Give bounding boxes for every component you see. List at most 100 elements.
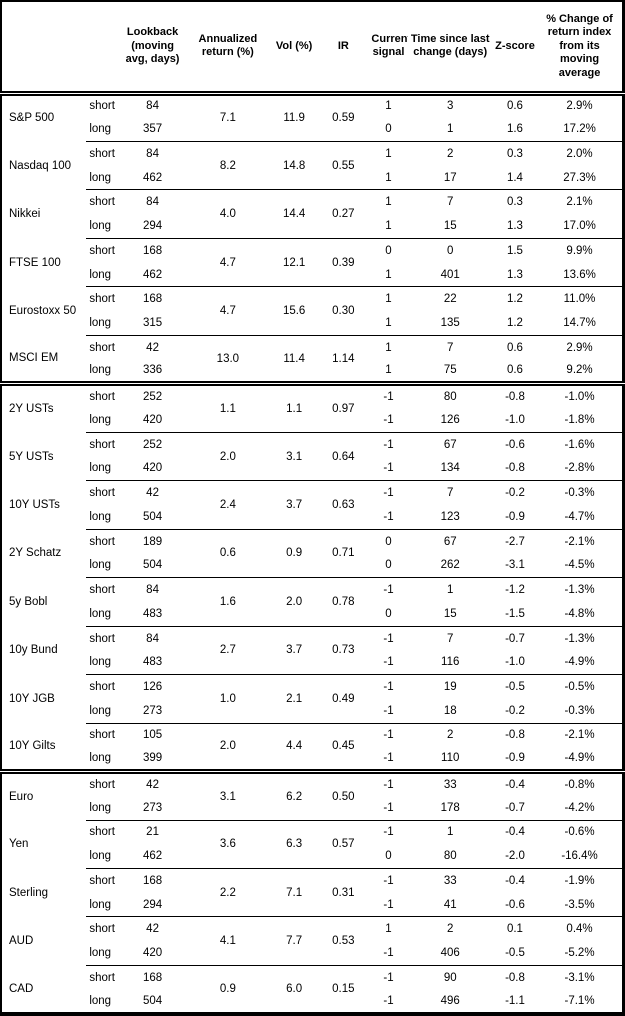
cell-signal-short: 1 [385,147,392,160]
cell-ir: 0.53 [317,916,370,966]
cell-pct-change-short: 11.0% [563,293,596,306]
cell-lookback-long: 294 [120,214,185,239]
cell-annualized-return: 3.1 [184,771,272,821]
cell-vol: 12.1 [271,238,318,288]
cell-zscore-short: -0.5 [505,680,525,693]
instrument-row-long: long 273 -1 178 -0.7 -4.2% [1,795,624,821]
instrument-name: CAD [9,982,34,995]
cell-signal-short: -1 [383,778,394,791]
cell-annualized-return: 2.0 [184,723,272,775]
instrument-name: Euro [9,791,34,804]
cell-signal-long: 1 [369,359,408,387]
cell-ir: 0.64 [317,432,370,482]
cell-zscore-long: -0.7 [492,795,538,821]
instrument-row-long: long 336 1 75 0.6 9.2% [1,359,624,387]
horizon-label-short: short [89,341,115,354]
cell-signal-long: -1 [369,941,408,966]
cell-lookback-long: 462 [120,165,185,191]
cell-pct-change-short: -0.3% [564,487,595,500]
cell-annualized-return: 13.0 [184,335,272,387]
cell-pct-change-short: -0.6% [564,826,595,839]
cell-time-long: 135 [407,311,493,336]
instrument-row-long: long 357 0 1 1.6 17.2% [1,117,624,142]
instrument-name: 2Y Schatz [9,547,62,560]
cell-time-long: 1 [407,117,493,142]
cell-pct-change-short: 9.9% [566,244,593,257]
cell-zscore-short: -1.2 [505,584,525,597]
cell-lookback-long: 483 [120,601,185,627]
cell-pct-change-short: -1.3% [564,632,595,645]
instrument-row-short: 10Y Gilts short 105 2.0 4.4 0.45 -1 2 -0… [1,723,624,775]
cell-time-long: 126 [407,408,493,433]
cell-ir: 0.57 [317,820,370,870]
cell-zscore-short: 0.1 [506,923,523,936]
cell-zscore-short: -0.4 [505,778,525,791]
cell-signal-short: 1 [385,341,392,354]
cell-signal-short: 0 [385,244,392,257]
cell-pct-change-long: -4.8% [537,601,624,627]
cell-zscore-long: -0.8 [492,456,538,482]
cell-time-short: 1 [447,826,454,839]
horizon-label-short: short [89,487,115,500]
cell-time-short: 7 [447,487,454,500]
horizon-label-short: short [89,535,115,548]
instrument-name: MSCI EM [1,335,87,387]
cell-annualized-return: 7.1 [184,93,272,142]
horizon-label-long: long [86,262,121,288]
horizon-label-long: long [86,650,121,676]
cell-lookback-short: 168 [142,874,163,887]
instrument-row-long: long 462 0 80 -2.0 -16.4% [1,844,624,870]
cell-signal-long: 0 [369,553,408,579]
cell-signal-long: 1 [369,311,408,336]
cell-pct-change-short: -0.8% [564,778,595,791]
cell-ir: 0.97 [317,383,370,433]
horizon-label-short: short [89,826,115,839]
instrument-row-short: Euro short 42 3.1 6.2 0.50 -1 33 -0.4 -0… [1,771,624,821]
instrument-row-long: long 420 -1 406 -0.5 -5.2% [1,941,624,966]
horizon-label-long: long [86,747,121,775]
horizon-label-short: short [89,874,115,887]
cell-signal-long: -1 [369,989,408,1015]
cell-pct-change-long: -4.9% [537,747,624,775]
cell-pct-change-short: -1.6% [564,438,595,451]
cell-time-short: 67 [443,438,457,451]
cell-annualized-return: 2.0 [184,432,272,482]
cell-signal-short: 0 [385,535,392,548]
cell-time-short: 33 [443,778,457,791]
instrument-row-long: long 462 1 401 1.3 13.6% [1,262,624,288]
cell-lookback-long: 504 [120,989,185,1015]
cell-pct-change-short: -1.0% [564,391,595,404]
cell-time-short: 80 [443,391,457,404]
cell-lookback-short: 126 [142,680,163,693]
cell-lookback-long: 420 [120,456,185,482]
cell-time-long: 496 [407,989,493,1015]
instrument-row-short: S&P 500 short 84 7.1 11.9 0.59 1 3 0.6 2… [1,93,624,142]
cell-signal-short: -1 [383,632,394,645]
horizon-label-short: short [89,584,115,597]
instrument-row-long: long 294 1 15 1.3 17.0% [1,214,624,239]
cell-zscore-long: -0.5 [492,941,538,966]
cell-time-long: 15 [407,601,493,627]
table-body: S&P 500 short 84 7.1 11.9 0.59 1 3 0.6 2… [1,93,624,1015]
cell-zscore-short: 0.6 [506,100,523,113]
instrument-row-short: 5y Bobl short 84 1.6 2.0 0.78 -1 1 -1.2 … [1,577,624,627]
col-header-zscore: Z-score [492,1,538,96]
cell-signal-short: 1 [385,100,392,113]
cell-time-short: 90 [443,971,457,984]
cell-time-long: 41 [407,892,493,918]
instrument-name: 10y Bund [9,644,58,657]
cell-zscore-long: -2.0 [492,844,538,870]
cell-annualized-return: 4.1 [184,916,272,966]
cell-lookback-long: 420 [120,408,185,433]
cell-zscore-long: 1.6 [492,117,538,142]
cell-vol: 7.1 [271,868,318,918]
instrument-row-long: long 294 -1 41 -0.6 -3.5% [1,892,624,918]
cell-signal-short: 1 [385,293,392,306]
instrument-row-short: 5Y USTs short 252 2.0 3.1 0.64 -1 67 -0.… [1,432,624,482]
horizon-label-long: long [86,359,121,387]
horizon-label-short: short [89,100,115,113]
col-header-annualized-return: Annualized return (%) [184,1,272,96]
cell-time-long: 262 [407,553,493,579]
horizon-label-short: short [89,196,115,209]
horizon-label-long: long [86,311,121,336]
